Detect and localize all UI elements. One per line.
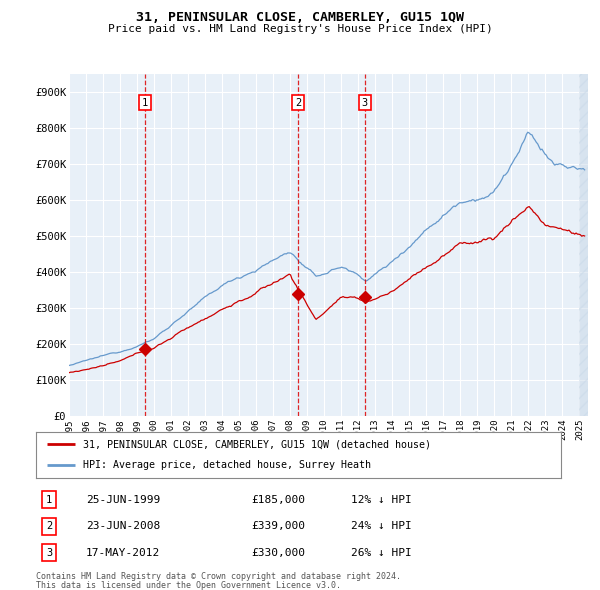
Text: 31, PENINSULAR CLOSE, CAMBERLEY, GU15 1QW: 31, PENINSULAR CLOSE, CAMBERLEY, GU15 1Q… xyxy=(136,11,464,24)
Text: £339,000: £339,000 xyxy=(251,522,305,531)
Text: 17-MAY-2012: 17-MAY-2012 xyxy=(86,548,160,558)
Text: £185,000: £185,000 xyxy=(251,495,305,505)
Text: 2: 2 xyxy=(46,522,52,531)
Text: 3: 3 xyxy=(46,548,52,558)
Text: 26% ↓ HPI: 26% ↓ HPI xyxy=(351,548,412,558)
Text: 1: 1 xyxy=(46,495,52,505)
Text: 31, PENINSULAR CLOSE, CAMBERLEY, GU15 1QW (detached house): 31, PENINSULAR CLOSE, CAMBERLEY, GU15 1Q… xyxy=(83,440,431,450)
Text: Price paid vs. HM Land Registry's House Price Index (HPI): Price paid vs. HM Land Registry's House … xyxy=(107,24,493,34)
Text: £330,000: £330,000 xyxy=(251,548,305,558)
Text: 1: 1 xyxy=(142,97,148,107)
Text: HPI: Average price, detached house, Surrey Heath: HPI: Average price, detached house, Surr… xyxy=(83,460,371,470)
Text: This data is licensed under the Open Government Licence v3.0.: This data is licensed under the Open Gov… xyxy=(36,581,341,589)
Text: 25-JUN-1999: 25-JUN-1999 xyxy=(86,495,160,505)
Text: 24% ↓ HPI: 24% ↓ HPI xyxy=(351,522,412,531)
Text: 23-JUN-2008: 23-JUN-2008 xyxy=(86,522,160,531)
Text: 3: 3 xyxy=(362,97,368,107)
Text: Contains HM Land Registry data © Crown copyright and database right 2024.: Contains HM Land Registry data © Crown c… xyxy=(36,572,401,581)
Bar xyxy=(580,74,588,416)
Text: 2: 2 xyxy=(295,97,302,107)
Text: 12% ↓ HPI: 12% ↓ HPI xyxy=(351,495,412,505)
